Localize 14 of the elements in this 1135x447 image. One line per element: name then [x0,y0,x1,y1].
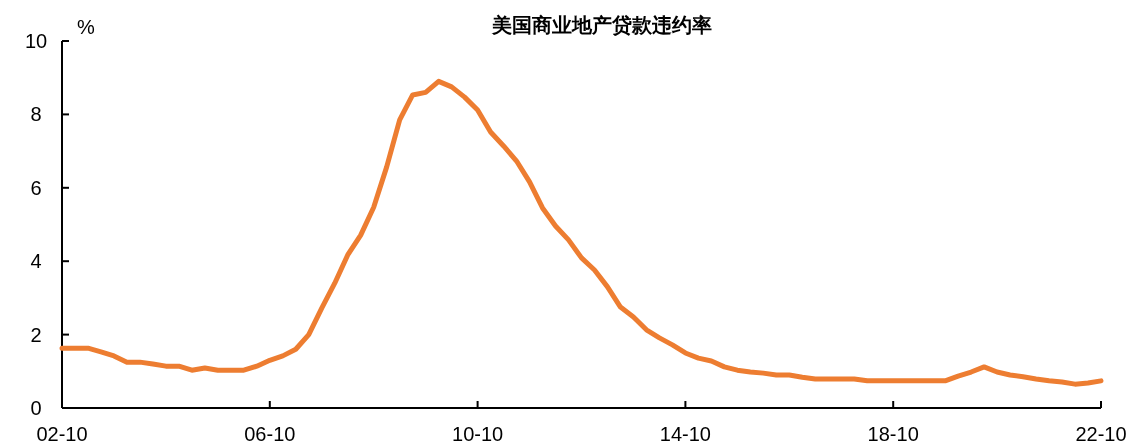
y-tick-label: 8 [30,103,42,126]
x-tick-label: 22-10 [1075,423,1127,445]
chart-title: 美国商业地产贷款违约率 [490,14,712,36]
x-tick-label: 02-10 [36,423,88,445]
y-axis-title: % [77,16,96,38]
x-tick-label: 18-10 [867,423,919,445]
x-tick-label: 06-10 [244,423,296,445]
y-tick-label: 4 [30,250,42,273]
y-tick-label: 6 [30,176,42,199]
y-tick-label: 10 [24,30,48,52]
x-tick-label: 14-10 [659,423,711,445]
y-tick-label: 2 [30,323,42,346]
x-tick-label: 10-10 [452,423,504,445]
y-tick-label: 0 [30,397,42,419]
